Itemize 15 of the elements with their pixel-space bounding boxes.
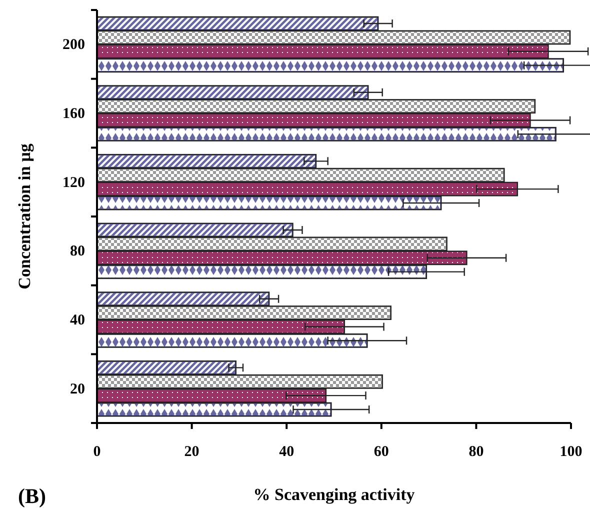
x-tick-label: 60 bbox=[374, 444, 389, 460]
y-tick-label: 120 bbox=[62, 174, 85, 191]
y-axis-title: Concentration in µg bbox=[15, 143, 34, 290]
x-tick-label: 40 bbox=[279, 444, 294, 460]
y-tick-label: 80 bbox=[70, 244, 85, 260]
x-axis-title: % Scavenging activity bbox=[253, 485, 416, 504]
x-tick-label: 80 bbox=[468, 444, 484, 460]
y-tick-label: 200 bbox=[62, 37, 85, 54]
x-tick-label: 100 bbox=[560, 444, 582, 460]
text: (B) bbox=[18, 484, 46, 508]
y-tick-label: 160 bbox=[62, 106, 85, 122]
x-tick-label: 0 bbox=[93, 444, 101, 460]
x-tick-label: 20 bbox=[184, 444, 200, 460]
y-tick-label: 20 bbox=[70, 381, 85, 398]
y-tick-label: 40 bbox=[70, 312, 85, 329]
